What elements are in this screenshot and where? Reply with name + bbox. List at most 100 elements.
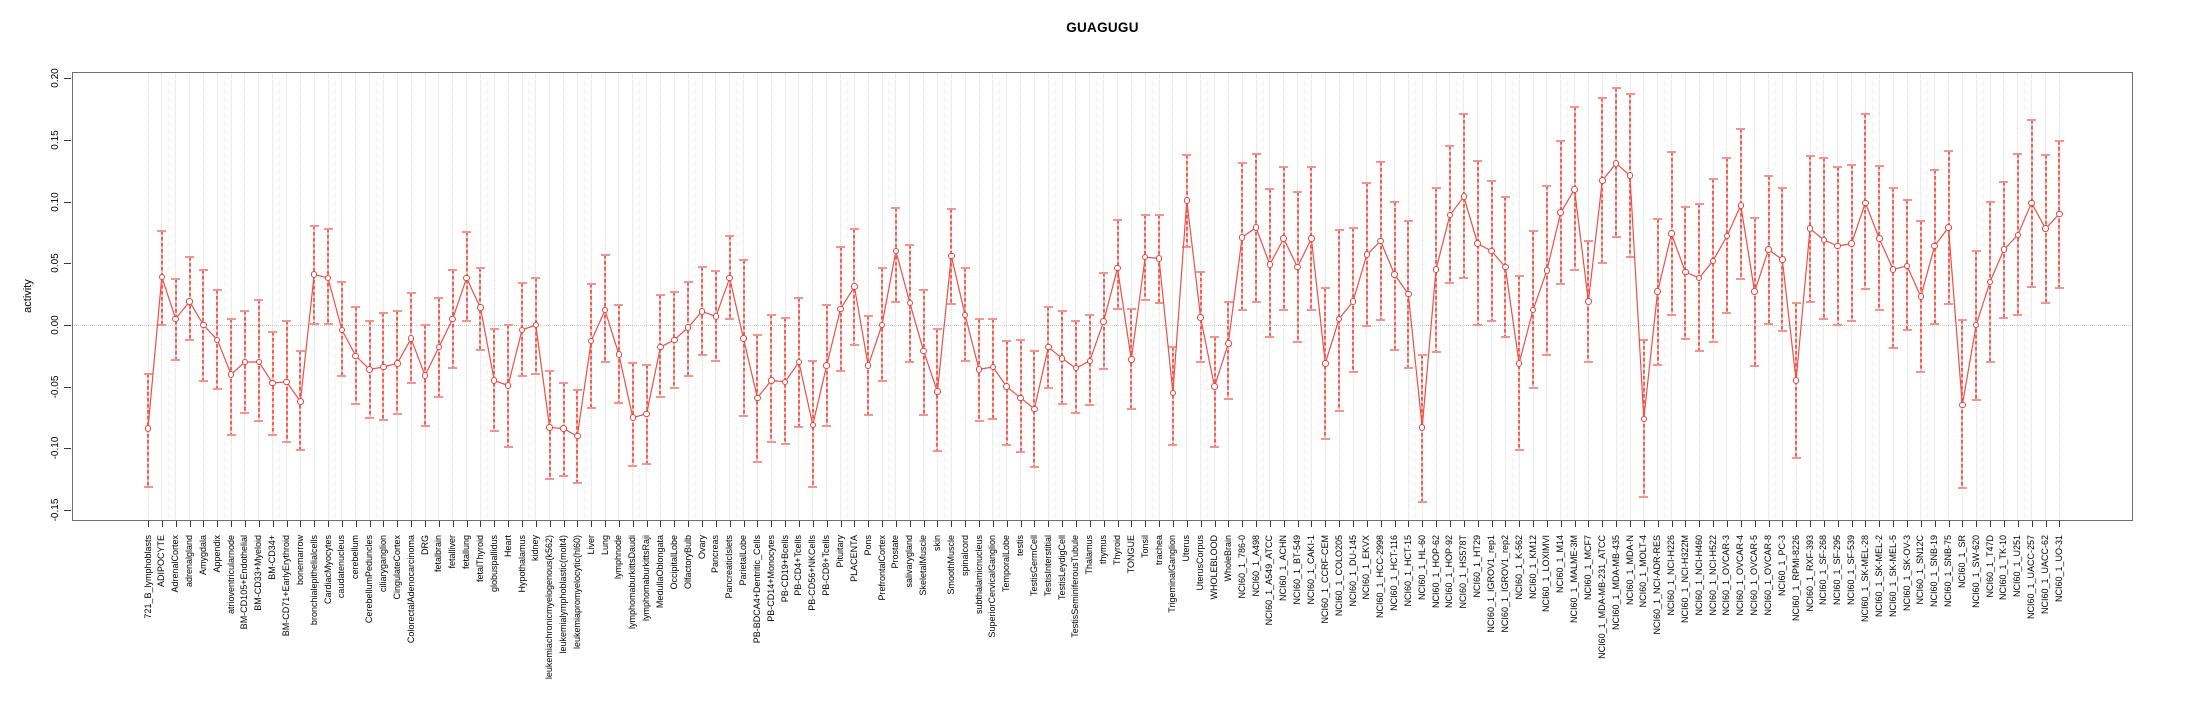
data-point — [172, 315, 179, 323]
x-tick-label: ADIPOCYTE — [156, 535, 167, 588]
x-axis-tick — [1810, 521, 1811, 527]
x-axis-tick — [1560, 521, 1562, 527]
x-axis-tick — [1436, 521, 1437, 527]
error-bar-stem — [1227, 301, 1230, 400]
x-axis-tick — [452, 521, 454, 527]
error-bar-cap-upper — [503, 324, 513, 326]
error-bar-cap-upper — [739, 258, 748, 261]
error-bar-cap-lower — [697, 353, 707, 356]
x-tick-label: TrigeminalGanglion — [1167, 535, 1178, 613]
data-point — [1474, 240, 1481, 247]
x-tick-label: PancreaticIslets — [724, 535, 735, 599]
x-tick-label: leukemiapromyelocytic(hl60) — [571, 535, 582, 650]
x-axis-tick — [1408, 521, 1410, 527]
error-bar-cap-upper — [462, 231, 472, 234]
x-tick-label: NCI60_1_MDA-MB-435 — [1610, 535, 1621, 631]
category-gridline — [1643, 72, 1645, 521]
x-axis-tick — [937, 521, 939, 527]
x-tick-label: TemporalLobe — [1001, 535, 1012, 593]
error-bar-cap-lower — [1500, 336, 1510, 339]
error-bar-cap-lower — [240, 411, 250, 414]
error-bar-cap-lower — [863, 414, 873, 417]
x-axis-tick — [1630, 521, 1631, 527]
error-bar-cap-lower — [1985, 361, 1995, 363]
data-point — [283, 378, 290, 386]
error-bar-cap-upper — [1667, 151, 1676, 154]
error-bar-cap-upper — [1777, 187, 1787, 189]
error-bar-cap-upper — [1750, 216, 1760, 219]
x-tick-label: subthalamicnucleus — [973, 535, 984, 615]
x-axis-tick — [355, 521, 357, 527]
error-bar-cap-lower — [1639, 495, 1649, 498]
category-gridline — [1061, 72, 1063, 521]
category-gridline — [244, 72, 246, 521]
x-tick-label: Prostate — [890, 535, 901, 569]
x-axis-tick — [535, 521, 537, 527]
data-point — [781, 378, 789, 386]
data-point — [2000, 246, 2008, 253]
category-gridline — [1130, 72, 1132, 521]
x-axis-tick — [466, 521, 468, 527]
x-tick-label: PB-CD4+Tcells — [793, 535, 804, 596]
error-bar-cap-upper — [1625, 93, 1635, 96]
data-point — [823, 362, 830, 369]
data-point — [1058, 355, 1066, 362]
x-axis-tick — [1242, 521, 1244, 527]
x-tick-label: NCI60_1_SF-539 — [1846, 535, 1856, 606]
x-tick-label: NCI60_1_OVCAR-5 — [1749, 535, 1760, 616]
error-bar-cap-lower — [766, 441, 776, 444]
error-bar-cap-lower — [1334, 410, 1344, 413]
x-tick-label: NCI60_1_U251 — [2012, 535, 2023, 598]
error-bar-cap-lower — [1570, 268, 1579, 271]
x-tick-label: NCI60_1_HOP-92 — [1444, 535, 1455, 609]
category-gridline — [1006, 72, 1008, 521]
x-tick-label: adrenalgland — [184, 535, 195, 588]
error-bar-cap-upper — [1016, 338, 1025, 341]
data-point — [463, 274, 470, 282]
error-bar-cap-upper — [1182, 153, 1192, 156]
x-axis-tick — [1075, 521, 1077, 527]
error-bar-cap-lower — [794, 426, 804, 429]
error-bar-cap-upper — [240, 310, 250, 313]
x-axis-tick — [785, 521, 787, 527]
category-gridline — [147, 72, 149, 521]
x-tick-label: NCI60_1_SNB-19 — [1929, 535, 1940, 608]
category-gridline — [1601, 72, 1603, 521]
error-bar-cap-upper — [766, 314, 776, 317]
x-axis-tick — [646, 521, 648, 527]
x-axis-tick — [965, 521, 967, 527]
x-tick-label: OccipitalLobe — [668, 535, 679, 590]
x-tick-label: NCI60_1_HCT-116 — [1389, 535, 1399, 611]
data-point — [657, 343, 664, 351]
x-axis-tick — [1920, 521, 1922, 527]
data-point — [227, 371, 235, 378]
error-bar-cap-lower — [1556, 283, 1566, 286]
x-axis-tick — [729, 521, 731, 527]
error-bar-cap-lower — [351, 403, 361, 405]
error-bar-cap-upper — [1874, 164, 1884, 167]
y-axis-tick — [64, 448, 71, 450]
category-gridline — [618, 72, 620, 521]
error-bar-cap-lower — [2041, 301, 2050, 304]
data-point — [1654, 288, 1661, 295]
error-bar-cap-lower — [143, 485, 153, 488]
error-bar-cap-upper — [752, 333, 762, 336]
x-axis-tick — [1574, 521, 1576, 527]
error-bar-cap-lower — [517, 374, 527, 377]
x-axis-tick — [2059, 521, 2061, 527]
error-bar-cap-upper — [669, 290, 679, 293]
error-bar-cap-lower — [1445, 282, 1455, 284]
data-point — [1128, 356, 1135, 363]
x-axis-tick — [1643, 521, 1645, 527]
error-bar-cap-lower — [849, 343, 859, 346]
error-bar-cap-lower — [1403, 367, 1413, 370]
error-bar-cap-lower — [1957, 486, 1967, 489]
error-bar-cap-upper — [1722, 157, 1732, 160]
x-axis-tick — [1754, 521, 1756, 527]
x-tick-label: PB-CD56+NKCells — [807, 535, 818, 611]
x-tick-label: lymphnode — [613, 535, 624, 580]
error-bar-cap-lower — [489, 430, 499, 433]
x-tick-label: NCI60_1_NCI-ADR-RES — [1652, 535, 1663, 635]
x-tick-label: NCI60_1_MOLT-4 — [1638, 535, 1649, 608]
